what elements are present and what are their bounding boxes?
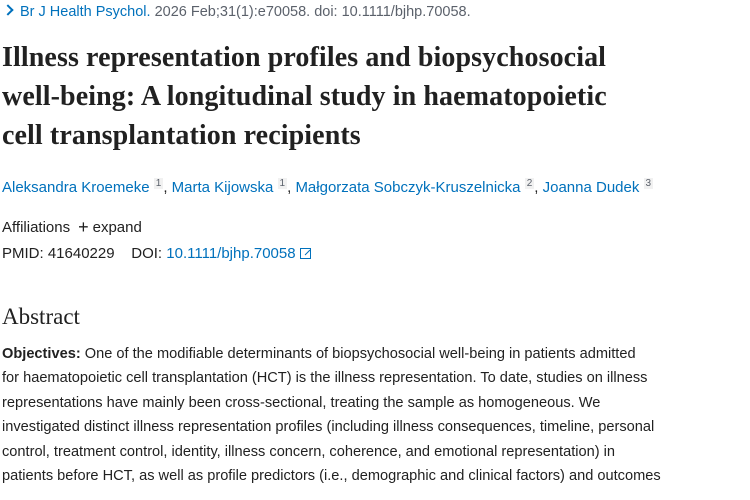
abstract-heading: Abstract: [2, 304, 80, 329]
affiliations-label: Affiliations: [2, 219, 71, 236]
article-title-line: cell transplantation recipients: [2, 120, 361, 151]
doi-link[interactable]: 10.1111/bjhp.70058: [166, 245, 296, 262]
author-link[interactable]: Marta Kijowska: [171, 179, 274, 196]
identifiers-row: PMID: 41640229 DOI: 10.1111/bjhp.70058: [2, 245, 311, 262]
article-title-line: well-being: A longitudinal study in haem…: [2, 81, 607, 112]
author-link[interactable]: Małgorzata Sobczyk-Kruszelnicka: [295, 179, 521, 196]
expand-button[interactable]: + expand: [70, 217, 142, 237]
author-link[interactable]: Aleksandra Kroemeke: [2, 179, 150, 196]
abstract-line: for haematopoietic cell transplantation …: [2, 370, 648, 386]
affiliations-row: Affiliations + expand: [2, 217, 142, 238]
expand-label: expand: [92, 219, 142, 236]
abstract-line: representations have mainly been cross-s…: [2, 395, 601, 411]
doi-label: DOI:: [131, 245, 163, 262]
objectives-label: Objectives:: [2, 346, 81, 362]
citation-details: 2026 Feb;31(1):e70058. doi: 10.1111/bjhp…: [150, 4, 471, 20]
abstract-line: patients before HCT, as well as profile …: [2, 468, 661, 484]
affiliation-ref[interactable]: 2: [524, 178, 535, 189]
abstract-text: One of the modifiable determinants of bi…: [80, 346, 636, 362]
chevron-right-icon[interactable]: [2, 4, 14, 16]
citation: Br J Health Psychol. 2026 Feb;31(1):e700…: [2, 4, 471, 20]
affiliation-ref[interactable]: 1: [153, 178, 164, 189]
abstract-line: investigated distinct illness representa…: [2, 419, 655, 435]
abstract-line: control, treatment control, identity, il…: [2, 444, 615, 460]
article-title-line: Illness representation profiles and biop…: [2, 42, 607, 73]
abstract-line: Objectives: One of the modifiable determ…: [2, 346, 636, 362]
affiliation-ref[interactable]: 1: [277, 178, 288, 189]
affiliation-ref[interactable]: 3: [643, 178, 654, 189]
author-link[interactable]: Joanna Dudek: [542, 179, 640, 196]
plus-icon: +: [78, 217, 89, 237]
external-link-icon[interactable]: [299, 248, 311, 259]
pmid-value: 41640229: [47, 245, 115, 262]
journal-link[interactable]: Br J Health Psychol.: [20, 4, 151, 20]
pmid-label: PMID:: [2, 245, 44, 262]
author-list: Aleksandra Kroemeke 1, Marta Kijowska 1,…: [2, 178, 654, 196]
